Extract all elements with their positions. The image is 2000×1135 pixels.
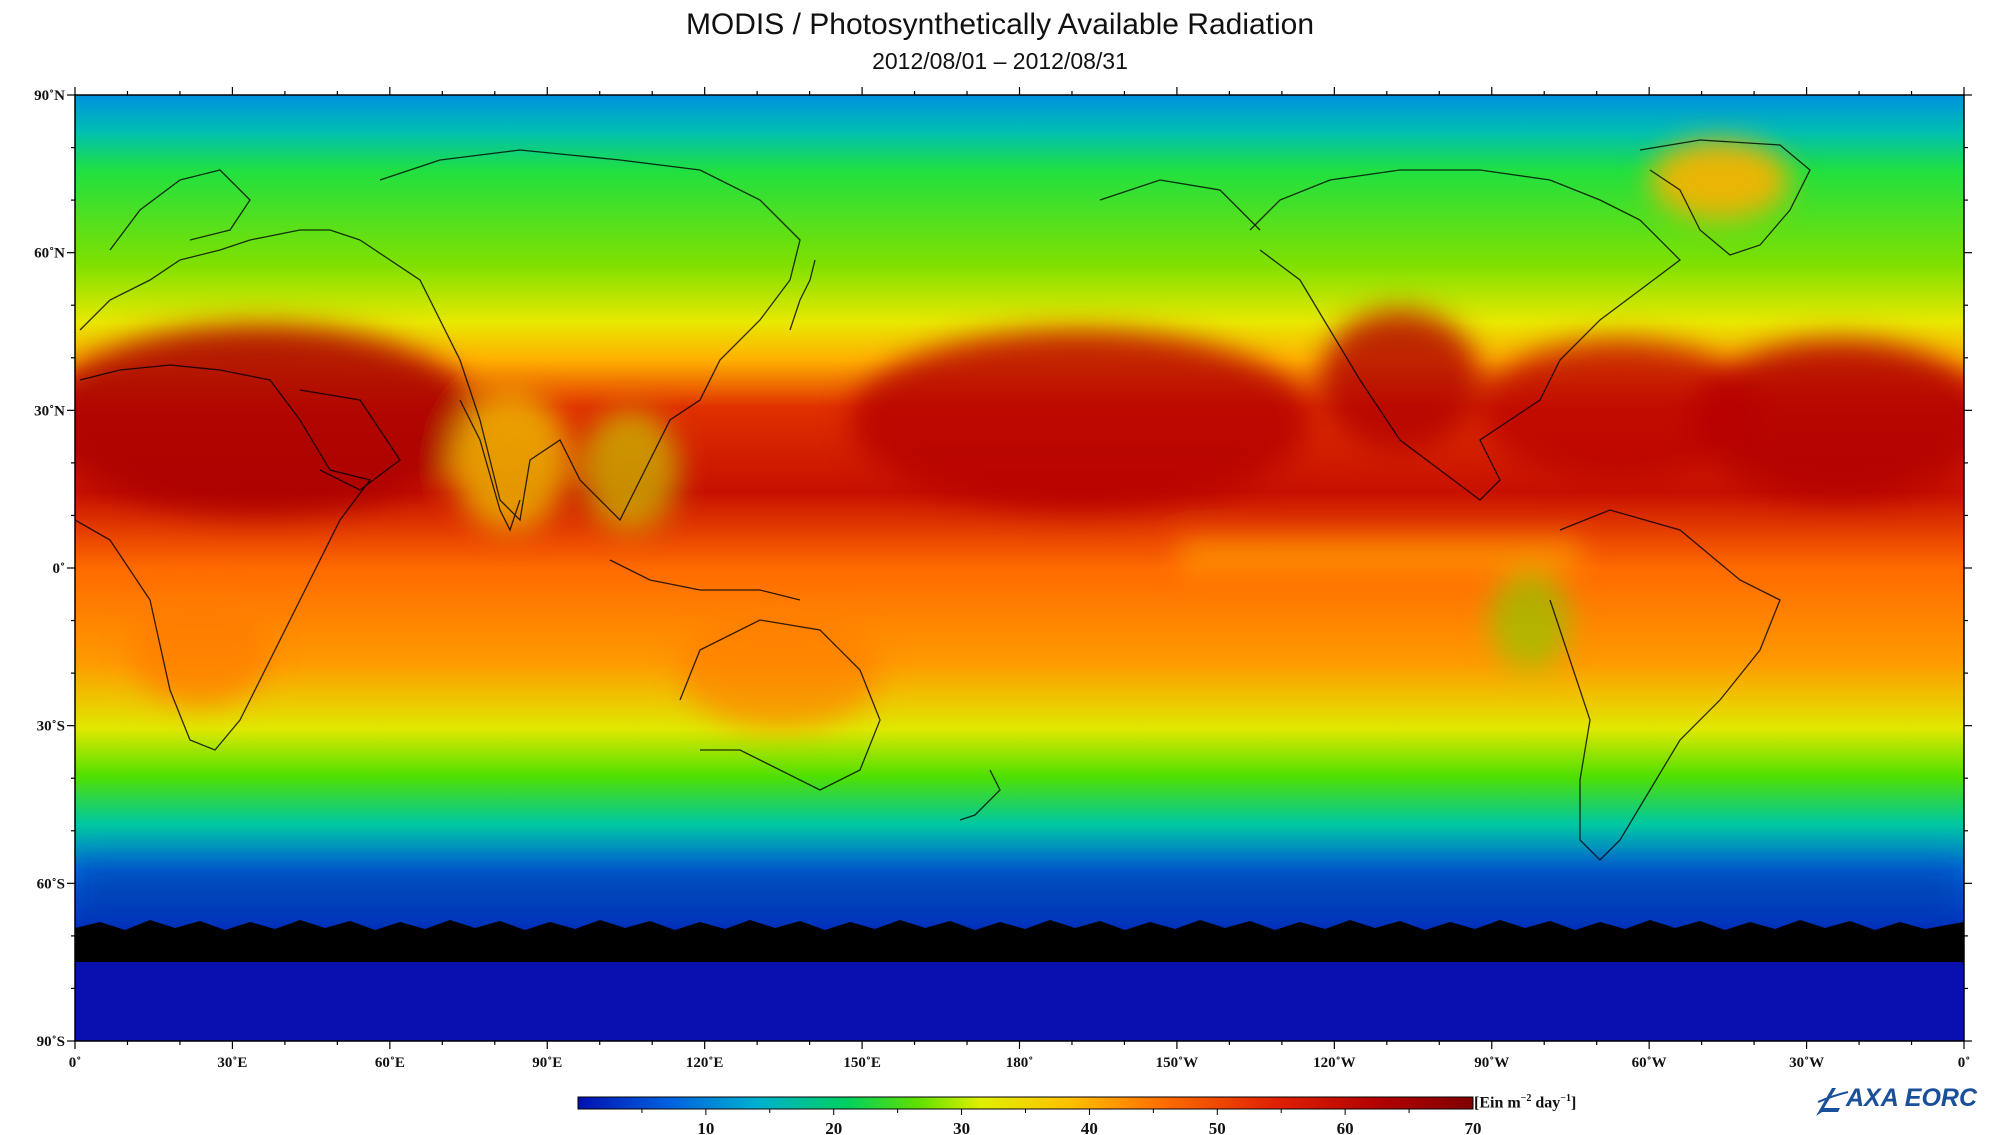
lon-label: 0˚ [69,1055,82,1071]
lon-label: 60˚W [1632,1055,1667,1071]
lat-label: 30˚S [37,719,65,735]
lat-label: 90˚N [34,88,65,104]
lon-label: 150˚E [843,1055,881,1071]
arabia-outline [299,389,401,491]
colorbar-label: 50 [1209,1119,1226,1135]
antarctic-terminator [75,920,1964,962]
lon-label: 90˚E [532,1055,562,1071]
south-america-outline [1549,509,1781,861]
jaxa-eorc-logo: AXA EORC [1812,1082,1992,1122]
europe-outline [79,229,361,331]
lon-label: 0˚ [1958,1055,1971,1071]
colorbar-label: 70 [1465,1119,1482,1135]
map-area [75,95,1964,1041]
japan-outline [789,259,816,331]
lon-label: 30˚E [217,1055,247,1071]
lon-label: 120˚E [686,1055,724,1071]
logo-text: AXA EORC [1846,1084,1978,1112]
regional-radiation-patterns [75,140,1964,920]
lon-label: 90˚W [1474,1055,1509,1071]
coastlines [75,139,1811,861]
lon-label: 60˚E [375,1055,405,1071]
colorbar [577,1096,1474,1110]
date-range-subtitle: 2012/08/01 – 2012/08/31 [872,48,1128,74]
colorbar-label: 60 [1337,1119,1354,1135]
longitude-labels: 0˚ 30˚E 60˚E 90˚E 120˚E 150˚E 180˚ 150˚W 120˚W 90… [69,1055,1971,1071]
lat-label: 0˚ [53,561,66,577]
colorbar-label: 20 [825,1119,842,1135]
lon-label: 30˚W [1789,1055,1824,1071]
latitude-labels: 90˚N 60˚N 30˚N 0˚ 30˚S 60˚S 90˚S [34,88,65,1050]
axis-ticks [67,87,1972,1049]
lon-label: 150˚W [1156,1055,1199,1071]
north-america-outline [1249,169,1681,501]
lat-label: 90˚S [37,1034,65,1050]
africa-outline [75,364,372,751]
colorbar-label: 30 [953,1119,970,1135]
alaska-outline [1099,179,1261,231]
colorbar-label: 10 [697,1119,714,1135]
colorbar-label: 40 [1081,1119,1098,1135]
asia-outline [359,149,801,522]
colorbar-ticks [641,1109,1410,1115]
page-title: MODIS / Photosynthetically Available Rad… [685,8,1315,41]
jaxa-swoosh-icon [1816,1088,1849,1116]
lon-label: 120˚W [1313,1055,1356,1071]
greenland-outline [1639,139,1811,256]
lon-label: 180˚ [1006,1055,1034,1071]
lat-label: 60˚N [34,246,65,262]
lat-label: 30˚N [34,403,65,419]
india-outline [459,399,521,532]
scandinavia-outline [109,169,251,251]
colorbar-unit: [Ein m−2 day−1] [1474,1093,1577,1112]
indonesia-outline [609,559,801,601]
new-zealand-outline [959,769,1001,821]
australia-outline [679,619,881,791]
colorbar-labels: 10 20 30 40 50 60 70 [697,1119,1481,1135]
no-data-zone [75,962,1964,1041]
lat-label: 60˚S [37,876,65,892]
